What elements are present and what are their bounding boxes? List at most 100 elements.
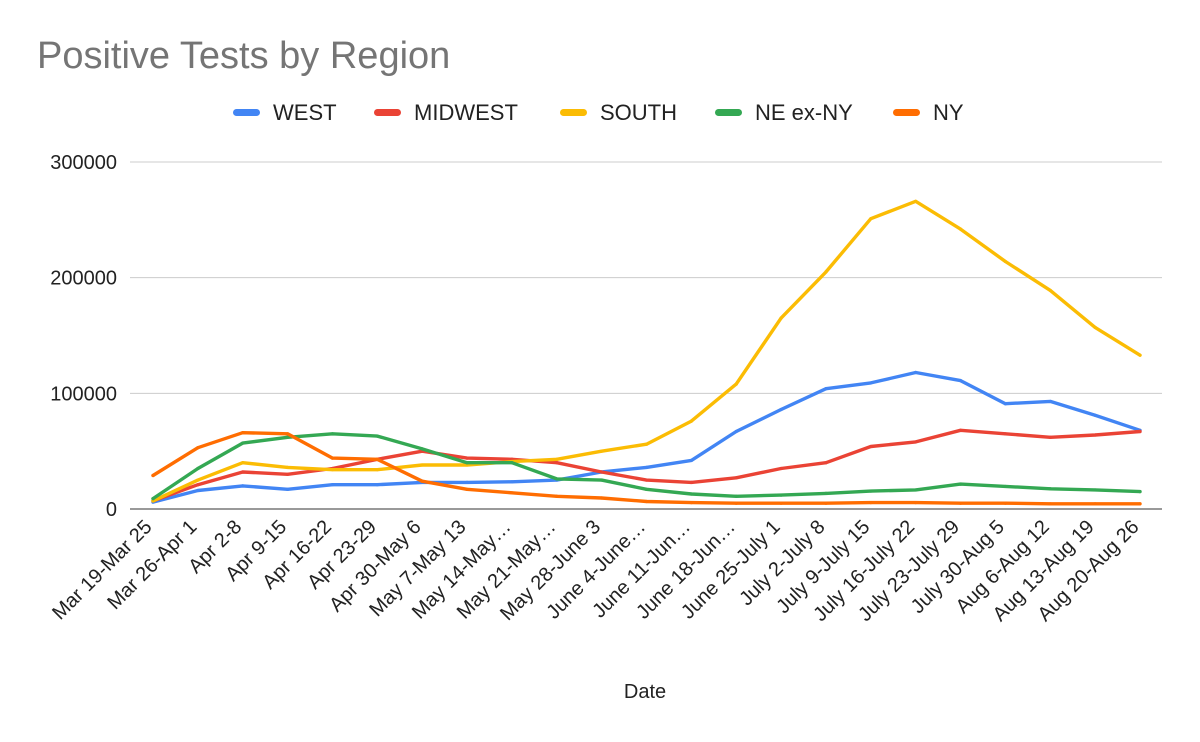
legend-label: NY <box>933 100 964 125</box>
data-point <box>1003 501 1008 505</box>
data-point <box>734 501 738 505</box>
legend-item-midwest: MIDWEST <box>374 100 518 125</box>
data-point <box>689 458 693 463</box>
data-point <box>734 382 738 386</box>
data-point <box>375 483 379 487</box>
data-point <box>555 477 559 481</box>
data-point <box>1048 399 1052 404</box>
data-point <box>196 446 200 450</box>
data-point <box>465 461 469 465</box>
data-point <box>1048 502 1052 506</box>
data-point <box>1093 488 1097 492</box>
data-point <box>375 434 379 438</box>
data-point <box>824 461 828 465</box>
data-point <box>644 487 649 491</box>
data-point <box>241 470 245 474</box>
data-point <box>914 488 918 492</box>
legend-swatch <box>560 109 587 116</box>
data-point <box>734 476 738 480</box>
data-point <box>779 501 783 505</box>
data-point <box>779 316 783 320</box>
data-point <box>1048 435 1052 439</box>
data-point <box>330 432 335 436</box>
data-point <box>1003 402 1008 406</box>
data-point <box>420 479 424 483</box>
data-point <box>1138 502 1142 506</box>
legend-item-ny: NY <box>893 100 964 125</box>
data-point <box>1003 432 1008 436</box>
data-point <box>869 217 873 221</box>
data-point <box>151 473 155 478</box>
data-point <box>958 482 963 486</box>
data-point <box>644 499 649 504</box>
data-point <box>958 227 963 231</box>
data-point <box>1093 433 1097 437</box>
data-point <box>869 444 873 449</box>
data-point <box>241 441 245 445</box>
legend-swatch <box>233 109 260 116</box>
data-point <box>1093 413 1097 417</box>
plot-area <box>151 199 1142 506</box>
data-point <box>1048 288 1052 292</box>
x-axis-label: Date <box>624 681 666 703</box>
data-point <box>555 461 559 465</box>
legend-item-south: SOUTH <box>560 100 677 125</box>
data-point <box>465 487 469 491</box>
legend-swatch <box>893 109 920 116</box>
data-point <box>869 489 873 493</box>
data-point <box>151 496 155 501</box>
data-point <box>151 499 155 503</box>
data-point <box>196 488 200 493</box>
data-point <box>958 428 963 432</box>
data-point <box>689 419 693 423</box>
legend-label: NE ex-NY <box>755 100 853 125</box>
data-point <box>869 501 873 505</box>
data-point <box>510 461 514 465</box>
data-point <box>689 501 693 505</box>
data-point <box>285 487 290 491</box>
data-point <box>330 483 335 487</box>
data-point <box>644 478 649 482</box>
legend-label: SOUTH <box>600 100 677 125</box>
legend-item-west: WEST <box>233 100 337 125</box>
data-point <box>600 478 604 482</box>
data-point <box>555 457 559 461</box>
data-point <box>779 493 783 497</box>
data-point <box>689 492 693 496</box>
data-point <box>824 387 828 391</box>
data-point <box>1138 490 1142 494</box>
data-point <box>734 494 738 498</box>
data-point <box>914 501 918 505</box>
y-axis: 0 100000 200000 300000 <box>50 152 117 521</box>
data-point <box>644 465 649 469</box>
data-point <box>779 466 783 471</box>
legend-label: MIDWEST <box>414 100 518 125</box>
data-point <box>465 456 469 460</box>
data-point <box>914 199 918 203</box>
data-point <box>510 491 514 495</box>
data-point <box>285 465 290 469</box>
legend-swatch <box>715 109 742 116</box>
data-point <box>779 407 783 412</box>
data-point <box>914 440 918 444</box>
data-point <box>1093 325 1097 330</box>
data-point <box>241 431 245 435</box>
data-point <box>958 501 963 505</box>
y-tick-label: 100000 <box>50 383 117 405</box>
data-point <box>1003 484 1008 489</box>
data-point <box>330 468 335 472</box>
data-point <box>465 480 469 484</box>
legend: WEST MIDWEST SOUTH NE ex-NY NY <box>233 100 964 125</box>
data-point <box>420 463 424 467</box>
data-point <box>1138 353 1142 357</box>
data-point <box>1048 487 1052 491</box>
data-point <box>689 480 693 484</box>
data-point <box>196 478 200 482</box>
data-point <box>510 480 514 484</box>
data-point <box>1138 429 1142 434</box>
data-point <box>600 449 604 453</box>
chart-title: Positive Tests by Region <box>37 35 450 77</box>
data-point <box>824 491 828 495</box>
data-point <box>734 429 738 434</box>
data-point <box>824 501 828 505</box>
